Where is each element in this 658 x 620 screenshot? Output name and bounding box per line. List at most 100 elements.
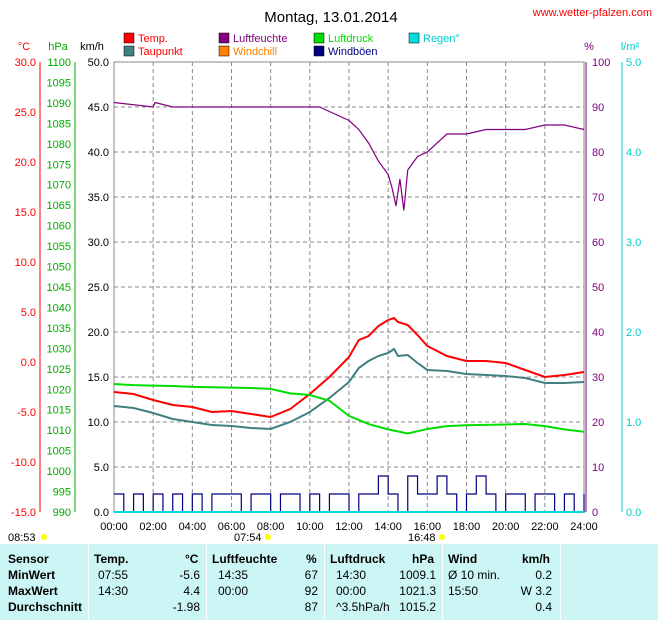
legend-label: Regen° bbox=[423, 33, 460, 45]
x-tick-label: 20:00 bbox=[492, 521, 520, 533]
pressure-tick-label: 1080 bbox=[47, 139, 71, 151]
pressure-tick-label: 1035 bbox=[47, 323, 71, 335]
wind-tick-label: 10.0 bbox=[88, 417, 109, 429]
series-luftfeuchte-line bbox=[113, 101, 585, 211]
legend-label: Taupunkt bbox=[138, 46, 183, 58]
pressure-tick-label: 1050 bbox=[47, 262, 71, 274]
stats-header-wind-unit: km/h bbox=[522, 552, 551, 566]
stats-header-pressure-unit: hPa bbox=[412, 552, 435, 566]
humidity-tick-label: 0 bbox=[592, 507, 598, 519]
stats-header-humidity: Luftfeuchte bbox=[212, 552, 278, 566]
pressure-tick-label: 1060 bbox=[47, 221, 71, 233]
stats-hum-val: 92 bbox=[304, 584, 318, 598]
legend-swatch bbox=[313, 45, 325, 57]
wind-tick-label: 30.0 bbox=[88, 237, 109, 249]
wind-tick-label: 40.0 bbox=[88, 147, 109, 159]
humidity-tick-label: 30 bbox=[592, 372, 604, 384]
pressure-tick-label: 1015 bbox=[47, 405, 71, 417]
legend-label: Luftfeuchte bbox=[233, 33, 287, 45]
sun-icon bbox=[265, 534, 271, 540]
pressure-tick-label: 1000 bbox=[47, 466, 71, 478]
pressure-tick-label: 1075 bbox=[47, 159, 71, 171]
humidity-tick-label: 80 bbox=[592, 147, 604, 159]
stats-temp-time: 14:30 bbox=[98, 584, 129, 598]
rain-tick-label: 1.0 bbox=[626, 417, 641, 429]
pressure-tick-label: 1095 bbox=[47, 77, 71, 89]
stats-hum-val: 67 bbox=[304, 568, 318, 582]
stats-wind-val: 0.2 bbox=[535, 568, 552, 582]
pressure-tick-label: 1005 bbox=[47, 446, 71, 458]
legend-swatch bbox=[123, 32, 135, 44]
humidity-tick-label: 100 bbox=[592, 57, 610, 69]
legend-swatch bbox=[218, 45, 230, 57]
legend-swatch bbox=[408, 32, 420, 44]
stats-header-wind: Wind bbox=[448, 552, 478, 566]
svg-text:16:48: 16:48 bbox=[408, 532, 436, 544]
rain-tick-label: 4.0 bbox=[626, 147, 641, 159]
rain-tick-label: 3.0 bbox=[626, 237, 641, 249]
stats-temp-val: 4.4 bbox=[183, 584, 200, 598]
stats-press-val: 1015.2 bbox=[399, 600, 436, 614]
x-tick-label: 08:00 bbox=[257, 521, 285, 533]
stats-hum-time: 14:35 bbox=[218, 568, 249, 582]
humidity-tick-label: 60 bbox=[592, 237, 604, 249]
stats-header-sensor: Sensor bbox=[8, 552, 49, 566]
rain-axis-unit: l/m² bbox=[621, 41, 640, 53]
event-marker-2: 16:48 bbox=[408, 532, 445, 544]
temp-tick-label: 5.0 bbox=[21, 307, 36, 319]
humidity-tick-label: 90 bbox=[592, 102, 604, 114]
stats-header-temp: Temp. bbox=[94, 552, 129, 566]
x-tick-label: 24:00 bbox=[570, 521, 598, 533]
series-taupunkt-line bbox=[113, 347, 585, 431]
series-luftdruck-line bbox=[113, 382, 585, 435]
x-tick-label: 04:00 bbox=[179, 521, 207, 533]
stats-temp-time: 07:55 bbox=[98, 568, 129, 582]
stats-label: MaxWert bbox=[8, 584, 58, 598]
temp-tick-label: 30.0 bbox=[15, 57, 36, 69]
wind-tick-label: 5.0 bbox=[94, 462, 109, 474]
legend-label: Windböen bbox=[328, 46, 378, 58]
plot-area: 00:00 02:00 04:00 06:00 08:00 10:00 12:00 14:00… bbox=[11, 57, 641, 533]
pressure-tick-label: 1010 bbox=[47, 425, 71, 437]
stats-wind-time: Ø 10 min. bbox=[448, 568, 501, 582]
x-tick-label: 06:00 bbox=[218, 521, 246, 533]
temp-tick-label: -10.0 bbox=[11, 457, 36, 469]
stats-hum-time: 00:00 bbox=[218, 584, 249, 598]
temp-tick-label: -5.0 bbox=[17, 407, 36, 419]
temp-tick-label: 20.0 bbox=[15, 157, 36, 169]
legend-label: Luftdruck bbox=[328, 33, 374, 45]
divider bbox=[206, 544, 207, 620]
x-tick-label: 10:00 bbox=[296, 521, 324, 533]
humidity-axis-unit: % bbox=[584, 41, 594, 53]
x-tick-label: 22:00 bbox=[531, 521, 559, 533]
rain-tick-label: 0.0 bbox=[626, 507, 641, 519]
pressure-tick-label: 1065 bbox=[47, 200, 71, 212]
temp-tick-label: -15.0 bbox=[11, 507, 36, 519]
wind-tick-label: 0.0 bbox=[94, 507, 109, 519]
stats-temp-val: -1.98 bbox=[172, 600, 200, 614]
pressure-tick-label: 1040 bbox=[47, 302, 71, 314]
wind-tick-label: 25.0 bbox=[88, 282, 109, 294]
stats-label: MinWert bbox=[8, 568, 56, 582]
x-tick-label: 14:00 bbox=[374, 521, 402, 533]
legend-swatch bbox=[123, 45, 135, 57]
pressure-tick-label: 990 bbox=[53, 507, 71, 519]
weather-chart: Montag, 13.01.2014 www.wetter-pfalzen.co… bbox=[8, 7, 652, 544]
wind-tick-label: 15.0 bbox=[88, 372, 109, 384]
pressure-tick-label: 1055 bbox=[47, 241, 71, 253]
x-tick-label: 18:00 bbox=[453, 521, 481, 533]
wind-tick-label: 20.0 bbox=[88, 327, 109, 339]
pressure-tick-label: 1030 bbox=[47, 343, 71, 355]
sunrise-marker: 08:53 bbox=[8, 532, 47, 544]
sun-icon bbox=[439, 534, 445, 540]
sun-icon bbox=[41, 534, 47, 540]
stats-hum-val: 87 bbox=[304, 600, 318, 614]
pressure-tick-label: 995 bbox=[53, 487, 71, 499]
humidity-tick-label: 20 bbox=[592, 417, 604, 429]
legend-swatch bbox=[218, 32, 230, 44]
divider bbox=[88, 544, 89, 620]
stats-label: Durchschnitt bbox=[8, 600, 83, 614]
pressure-tick-label: 1045 bbox=[47, 282, 71, 294]
chart-legend: Temp. Luftfeuchte Luftdruck Regen° Taupunkt W… bbox=[123, 32, 460, 58]
stats-press-time: 00:00 bbox=[336, 584, 367, 598]
